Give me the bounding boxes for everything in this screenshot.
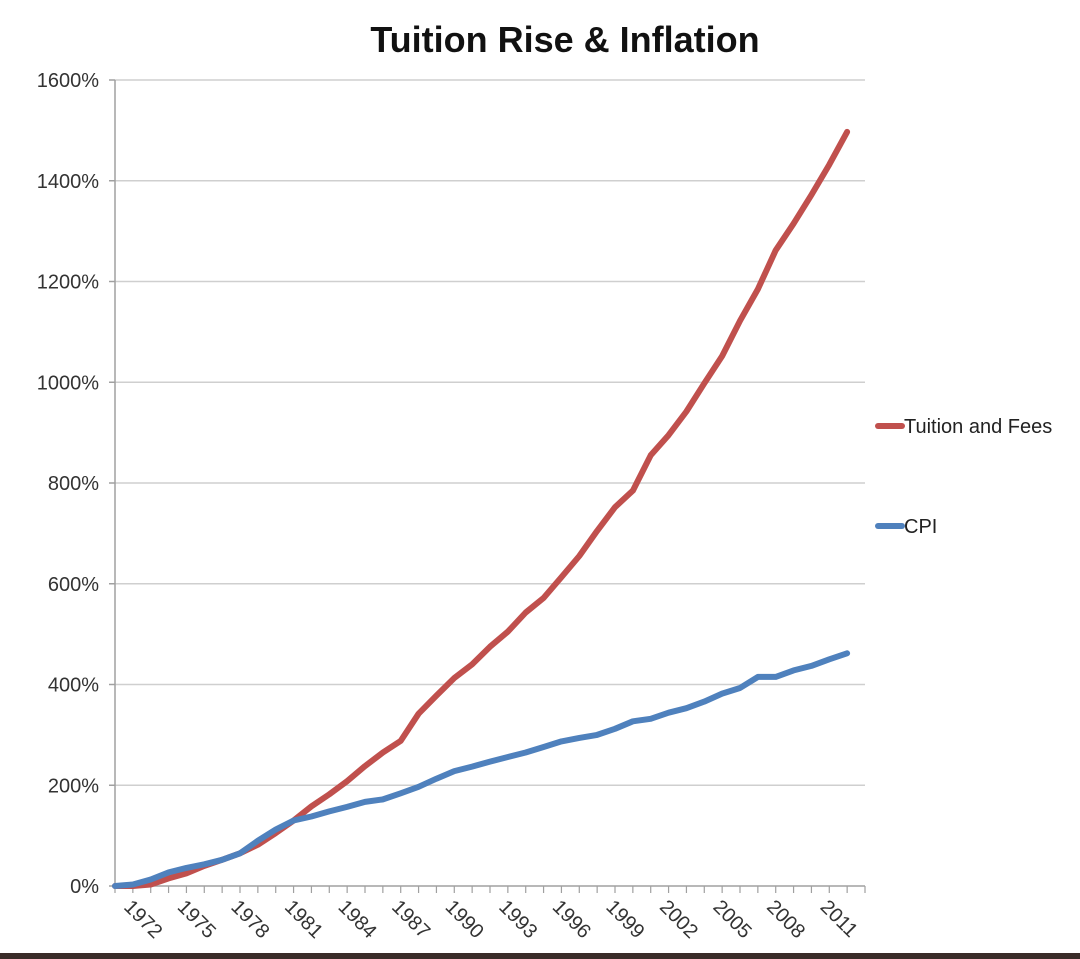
y-tick-label: 0%: [70, 876, 99, 898]
series-line-tuition-and-fees: [112, 128, 851, 889]
x-tick-label: 1972: [119, 896, 166, 943]
x-tick-label: 1999: [601, 896, 648, 943]
x-tick-label: 2002: [655, 896, 702, 943]
x-tick-label: 1993: [494, 896, 541, 943]
series-lines: [112, 128, 851, 889]
x-tick-label: 2008: [762, 896, 809, 943]
axes: 0% 200% 400% 600% 800% 1000% 1200% 1400% 1600% 19…: [37, 70, 866, 943]
x-tick-label: 1987: [387, 896, 434, 943]
bottom-edge-bar: [0, 953, 1080, 959]
x-tick-label: 1981: [280, 896, 327, 943]
y-tick-label: 1200%: [37, 272, 99, 294]
x-tick-label: 1978: [226, 896, 273, 943]
x-tick-label: 1990: [441, 896, 488, 943]
legend-label: CPI: [904, 516, 937, 538]
series-line-cpi: [112, 650, 851, 889]
x-tick-label: 1996: [548, 896, 595, 943]
y-tick-label: 1400%: [37, 171, 99, 193]
legend: Tuition and Fees CPI: [875, 416, 1052, 538]
x-tick-label: 1984: [334, 896, 381, 943]
x-tick-label: 2011: [816, 896, 862, 942]
x-tick-label: 1975: [173, 896, 220, 943]
gridlines: [115, 79, 865, 786]
y-tick-label: 1600%: [37, 70, 99, 92]
y-tick-label: 200%: [48, 775, 99, 797]
y-tick-label: 600%: [48, 574, 99, 596]
y-tick-label: 400%: [48, 675, 99, 697]
legend-label: Tuition and Fees: [904, 416, 1052, 438]
chart-title: Tuition Rise & Inflation: [370, 19, 759, 60]
y-tick-label: 800%: [48, 473, 99, 495]
x-tick-label: 2005: [709, 896, 756, 943]
y-tick-label: 1000%: [37, 372, 99, 394]
